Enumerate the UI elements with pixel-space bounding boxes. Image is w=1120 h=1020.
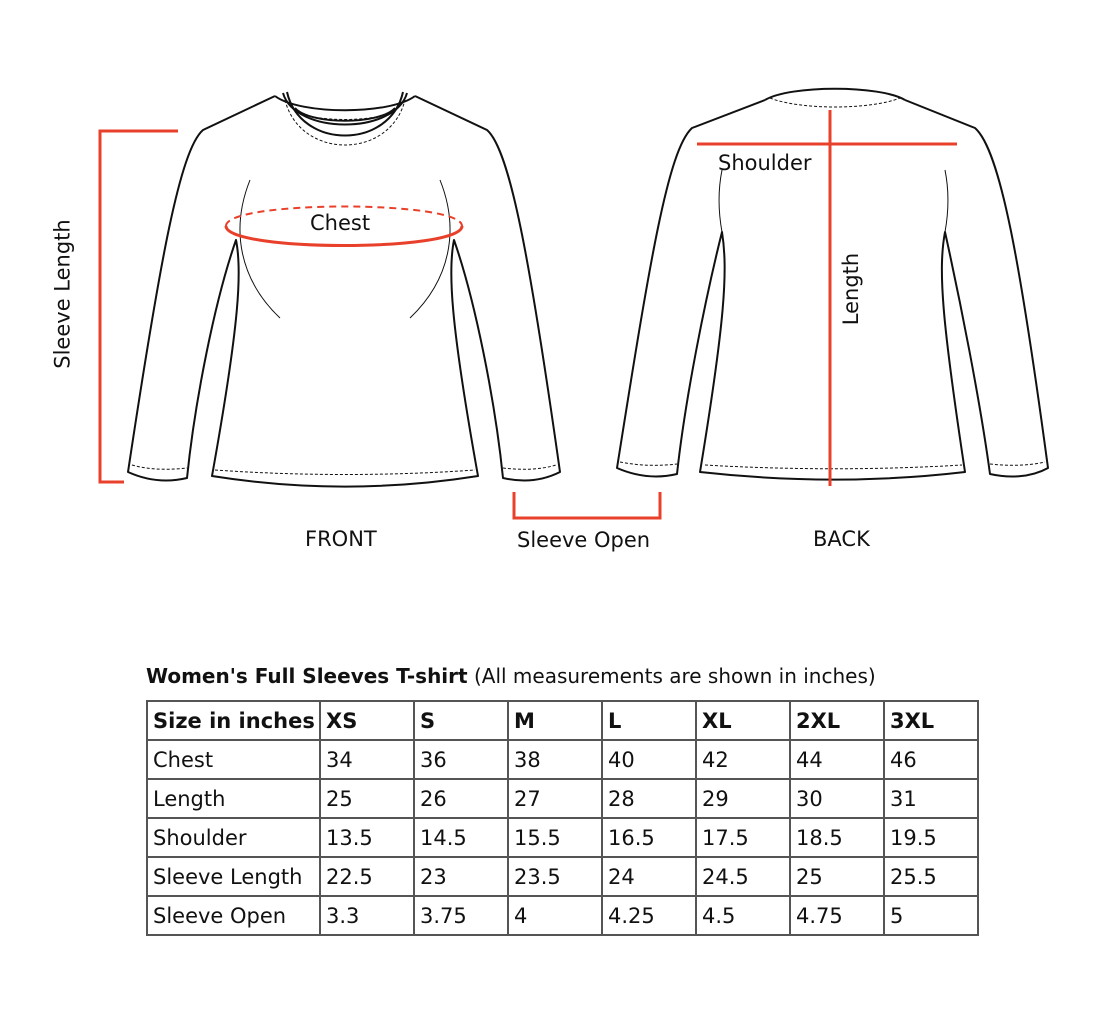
- value-cell: 30: [789, 778, 885, 819]
- value-cell: 4: [507, 895, 603, 936]
- header-cell: XL: [695, 700, 791, 741]
- value-cell: 25: [319, 778, 415, 819]
- front-label: FRONT: [305, 527, 377, 551]
- table-row: Chest 34 36 38 40 42 44 46: [146, 739, 979, 780]
- value-cell: 5: [883, 895, 979, 936]
- front-shirt-outline: [127, 91, 561, 488]
- value-cell: 24.5: [695, 856, 791, 897]
- garment-diagram: [98, 87, 1049, 520]
- header-cell: S: [413, 700, 509, 741]
- back-label: BACK: [813, 527, 870, 551]
- table-row: Length 25 26 27 28 29 30 31: [146, 778, 979, 819]
- sleeve-open-label: Sleeve Open: [517, 528, 651, 552]
- value-cell: 29: [695, 778, 791, 819]
- table-title: Women's Full Sleeves T-shirt (All measur…: [146, 664, 876, 688]
- value-cell: 40: [601, 739, 697, 780]
- value-cell: 23.5: [507, 856, 603, 897]
- value-cell: 3.75: [413, 895, 509, 936]
- table-row: Shoulder 13.5 14.5 15.5 16.5 17.5 18.5 19.5: [146, 817, 979, 858]
- value-cell: 25: [789, 856, 885, 897]
- header-cell: M: [507, 700, 603, 741]
- size-table: Size in inches XS S M L XL 2XL 3XL Chest 34 36 38 4…: [146, 700, 979, 936]
- measurement-lines: [98, 110, 957, 520]
- value-cell: 4.25: [601, 895, 697, 936]
- row-label-cell: Sleeve Length: [146, 856, 321, 897]
- header-cell: 2XL: [789, 700, 885, 741]
- value-cell: 28: [601, 778, 697, 819]
- value-cell: 38: [507, 739, 603, 780]
- back-shirt-outline: [616, 87, 1049, 481]
- table-title-note: (All measurements are shown in inches): [473, 664, 876, 688]
- value-cell: 18.5: [789, 817, 885, 858]
- sleeve-length-bracket: [98, 129, 178, 484]
- table-title-bold: Women's Full Sleeves T-shirt: [146, 664, 468, 688]
- value-cell: 16.5: [601, 817, 697, 858]
- chest-label: Chest: [310, 211, 371, 235]
- table-row: Sleeve Length 22.5 23 23.5 24 24.5 25 25.5: [146, 856, 979, 897]
- value-cell: 31: [883, 778, 979, 819]
- header-cell: L: [601, 700, 697, 741]
- table-row: Sleeve Open 3.3 3.75 4 4.25 4.5 4.75 5: [146, 895, 979, 936]
- value-cell: 26: [413, 778, 509, 819]
- value-cell: 3.3: [319, 895, 415, 936]
- value-cell: 25.5: [883, 856, 979, 897]
- row-label-cell: Chest: [146, 739, 321, 780]
- header-cell: Size in inches: [146, 700, 321, 741]
- chest-ellipse: [224, 225, 464, 247]
- value-cell: 4.5: [695, 895, 791, 936]
- row-label-cell: Sleeve Open: [146, 895, 321, 936]
- header-cell: 3XL: [883, 700, 979, 741]
- value-cell: 44: [789, 739, 885, 780]
- value-cell: 22.5: [319, 856, 415, 897]
- value-cell: 46: [883, 739, 979, 780]
- value-cell: 4.75: [789, 895, 885, 936]
- sleeve-open-bracket: [512, 492, 662, 520]
- value-cell: 14.5: [413, 817, 509, 858]
- value-cell: 19.5: [883, 817, 979, 858]
- value-cell: 42: [695, 739, 791, 780]
- value-cell: 17.5: [695, 817, 791, 858]
- value-cell: 36: [413, 739, 509, 780]
- header-cell: XS: [319, 700, 415, 741]
- sleeve-length-label: Sleeve Length: [50, 219, 75, 369]
- row-label-cell: Length: [146, 778, 321, 819]
- value-cell: 13.5: [319, 817, 415, 858]
- table-header-row: Size in inches XS S M L XL 2XL 3XL: [146, 700, 979, 741]
- value-cell: 15.5: [507, 817, 603, 858]
- value-cell: 24: [601, 856, 697, 897]
- length-label: Length: [839, 252, 864, 326]
- value-cell: 27: [507, 778, 603, 819]
- value-cell: 34: [319, 739, 415, 780]
- row-label-cell: Shoulder: [146, 817, 321, 858]
- shoulder-label: Shoulder: [718, 151, 812, 175]
- value-cell: 23: [413, 856, 509, 897]
